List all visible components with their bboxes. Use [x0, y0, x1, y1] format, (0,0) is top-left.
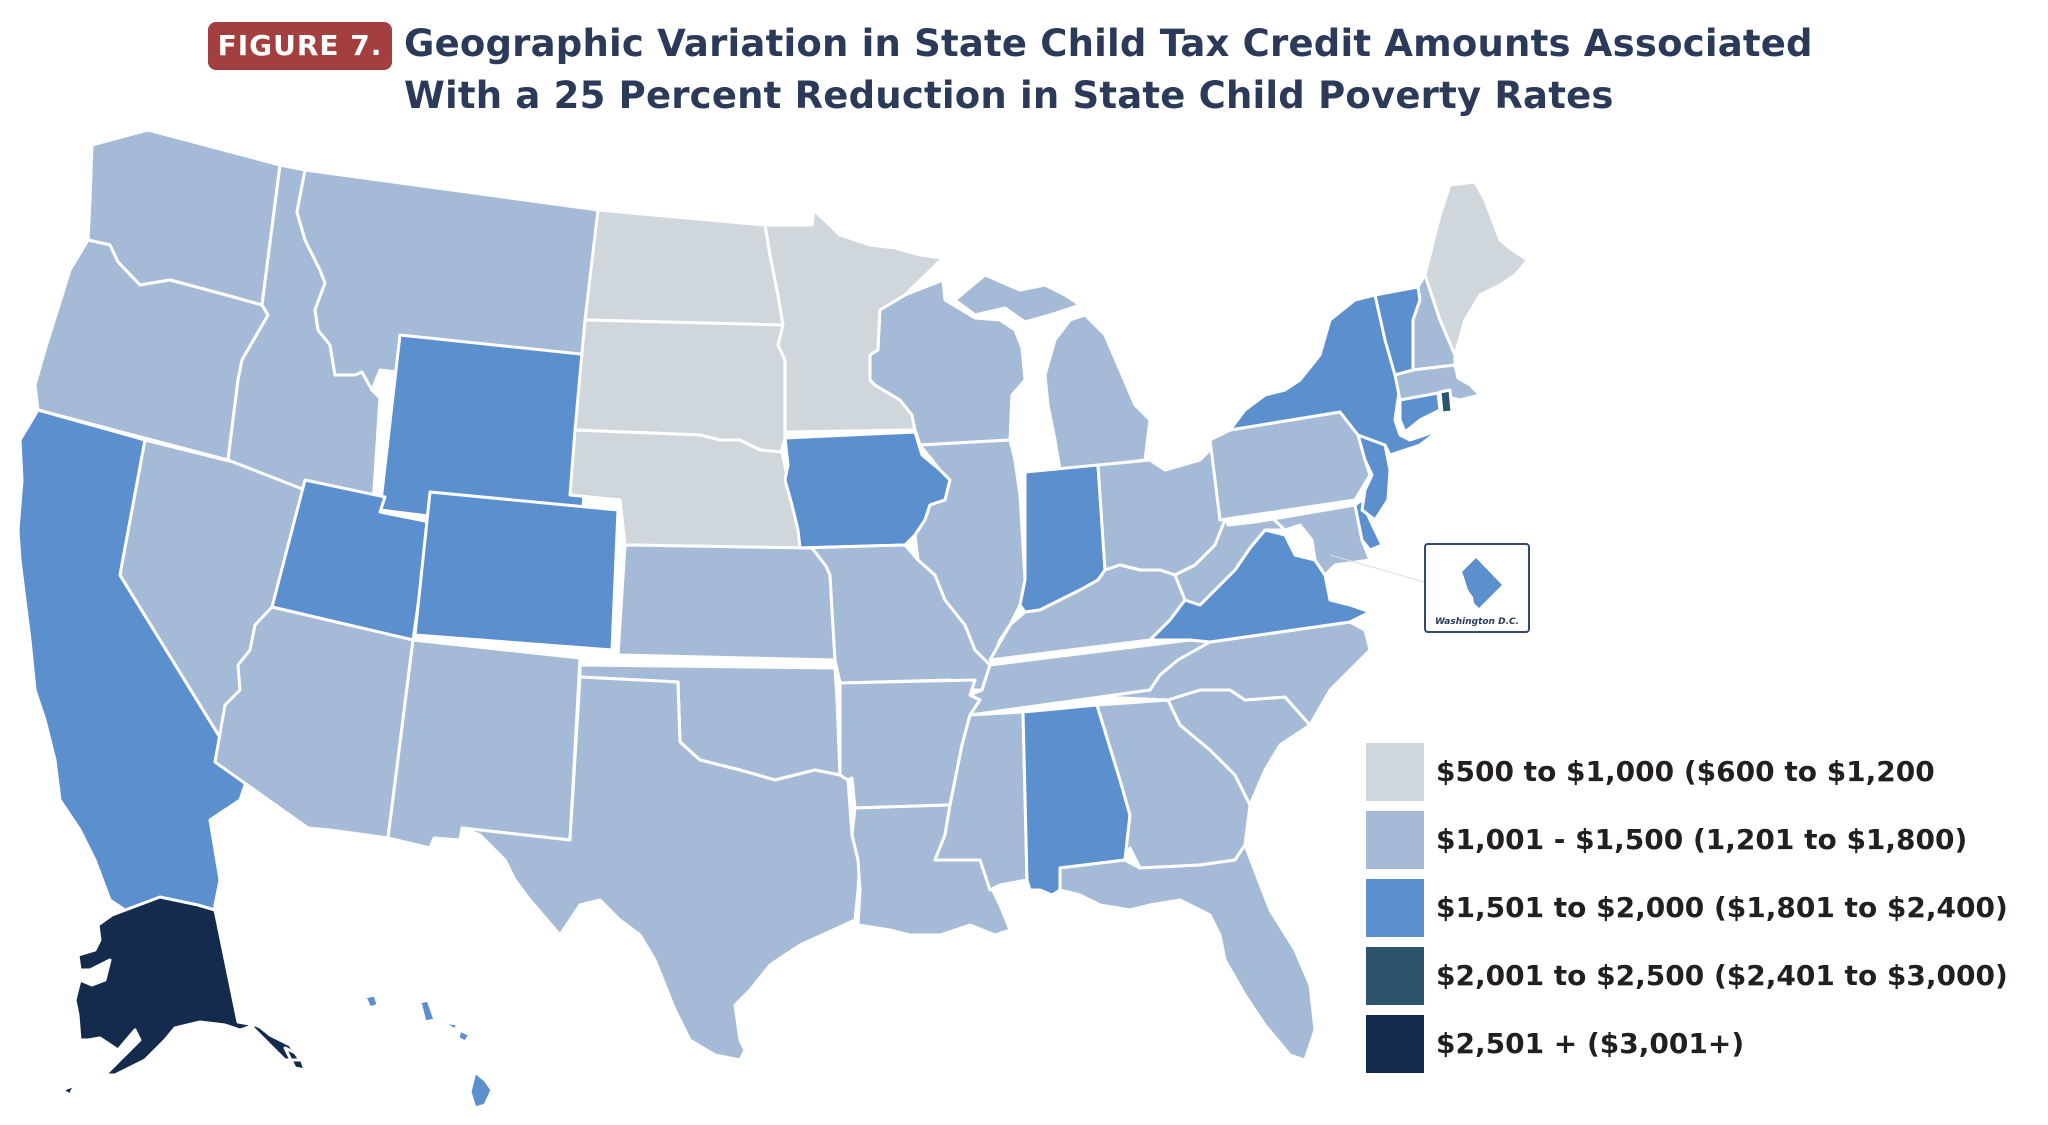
- legend-item: $500 to $1,000 ($600 to $1,200: [1366, 743, 2046, 801]
- state-ks[interactable]: [616, 543, 837, 662]
- legend-swatch: [1366, 811, 1424, 869]
- state-hi[interactable]: [363, 993, 494, 1110]
- state-mi[interactable]: [953, 273, 1152, 472]
- legend-swatch: [1366, 743, 1424, 801]
- legend-swatch: [1366, 947, 1424, 1005]
- legend-item: $1,501 to $2,000 ($1,801 to $2,400): [1366, 879, 2046, 937]
- legend-swatch: [1366, 879, 1424, 937]
- state-nd[interactable]: [583, 208, 785, 327]
- state-ct[interactable]: [1398, 391, 1442, 434]
- legend-item: $2,501 + ($3,001+): [1366, 1015, 2046, 1073]
- dc-shape-icon: [1462, 558, 1502, 608]
- legend-label: $1,501 to $2,000 ($1,801 to $2,400): [1436, 891, 2008, 924]
- legend-swatch: [1366, 1015, 1424, 1073]
- title-line-2: With a 25 Percent Reduction in State Chi…: [404, 74, 1614, 117]
- state-ms[interactable]: [933, 710, 1029, 892]
- legend-label: $2,001 to $2,500 ($2,401 to $3,000): [1436, 959, 2008, 992]
- state-wi[interactable]: [868, 278, 1027, 447]
- state-il[interactable]: [913, 438, 1027, 667]
- dc-inset: Washington D.C.: [1424, 543, 1530, 633]
- dc-leader-line: [1329, 554, 1425, 583]
- state-co[interactable]: [413, 490, 620, 652]
- legend-label: $1,001 - $1,500 (1,201 to $1,800): [1436, 823, 1968, 856]
- state-dc[interactable]: [1462, 558, 1502, 608]
- state-nc[interactable]: [1098, 620, 1372, 727]
- legend-label: $500 to $1,000 ($600 to $1,200: [1436, 755, 1935, 788]
- legend-item: $2,001 to $2,500 ($2,401 to $3,000): [1366, 947, 2046, 1005]
- dc-label: Washington D.C.: [1434, 617, 1520, 627]
- state-me[interactable]: [1423, 180, 1530, 357]
- state-nj[interactable]: [1356, 433, 1392, 522]
- legend-label: $2,501 + ($3,001+): [1436, 1027, 1745, 1060]
- state-fl[interactable]: [1058, 843, 1317, 1062]
- state-nm[interactable]: [386, 638, 582, 850]
- title-line-1: Geographic Variation in State Child Tax …: [404, 22, 1813, 65]
- state-ak[interactable]: [60, 895, 307, 1097]
- legend-item: $1,001 - $1,500 (1,201 to $1,800): [1366, 811, 2046, 869]
- figure-badge: FIGURE 7.: [208, 22, 392, 70]
- state-tx[interactable]: [460, 675, 862, 1062]
- state-ri[interactable]: [1438, 388, 1454, 415]
